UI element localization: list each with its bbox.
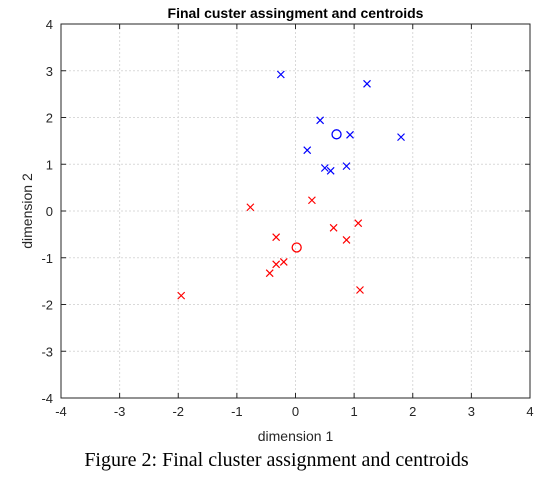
x-tick-label: 0	[292, 404, 299, 419]
x-tick-label: 4	[526, 404, 533, 419]
x-tick-label: 1	[351, 404, 358, 419]
data-point-x-marker	[279, 258, 288, 266]
data-point-x-marker	[276, 70, 285, 79]
y-tick-label: 1	[46, 157, 53, 172]
data-point-x-marker	[354, 219, 363, 228]
data-point-x-marker	[177, 291, 186, 300]
y-tick-label: 0	[46, 204, 53, 219]
x-tick-label: 3	[468, 404, 475, 419]
x-tick-label: -4	[55, 404, 67, 419]
y-tick-label: 2	[46, 111, 53, 126]
data-point-x-marker	[326, 166, 335, 175]
data-point-x-marker	[272, 260, 281, 269]
x-tick-label: -2	[172, 404, 184, 419]
data-point-x-marker	[320, 164, 329, 172]
data-point-x-marker	[342, 162, 351, 171]
y-axis-label: dimension 2	[19, 173, 35, 249]
chart-background	[0, 0, 553, 448]
centroid-marker	[291, 242, 302, 253]
y-tick-label: 3	[46, 64, 53, 79]
scatter-chart: -4 -3 -2 -1 0 1 2 3 4 -4 -3 -2 -1 0 1 2 3 4 Final custer …	[0, 0, 553, 448]
data-point-x-marker	[346, 130, 354, 139]
data-point-x-marker	[265, 269, 274, 278]
data-point-x-marker	[329, 223, 338, 232]
x-axis-label: dimension 1	[258, 428, 334, 444]
x-tick-label: -1	[231, 404, 243, 419]
y-tick-label: -2	[41, 298, 53, 313]
data-points	[177, 70, 405, 300]
x-tick-label: -3	[114, 404, 126, 419]
chart-title: Final custer assingment and centroids	[168, 5, 424, 21]
data-point-x-marker	[316, 116, 325, 125]
y-tick-label: -3	[41, 344, 53, 359]
axis-ticks: -4 -3 -2 -1 0 1 2 3 4 -4 -3 -2 -1 0 1 2 3 4	[41, 17, 533, 419]
data-point-x-marker	[272, 233, 281, 242]
data-point-x-marker	[342, 236, 351, 244]
data-point-x-marker	[303, 146, 312, 155]
data-point-x-marker	[246, 203, 255, 212]
figure-caption: Figure 2: Final cluster assignment and c…	[84, 449, 469, 471]
y-tick-label: -1	[41, 251, 53, 266]
data-point-x-marker	[363, 79, 371, 88]
x-tick-label: 2	[409, 404, 416, 419]
data-point-x-marker	[307, 196, 316, 205]
y-tick-label: 4	[46, 17, 53, 32]
data-point-x-marker	[356, 286, 364, 294]
centroid-marker	[331, 129, 342, 140]
data-point-x-marker	[397, 133, 405, 142]
y-tick-label: -4	[41, 391, 53, 406]
